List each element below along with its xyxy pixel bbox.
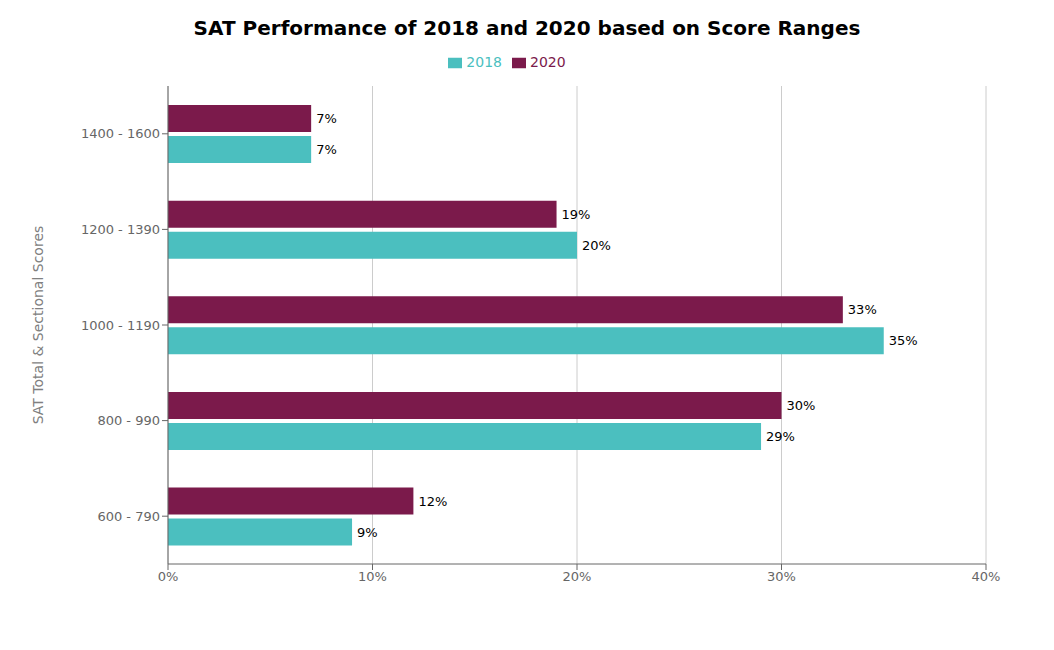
svg-text:9%: 9%: [357, 525, 378, 540]
svg-text:SAT Total & Sectional Scores: SAT Total & Sectional Scores: [30, 226, 46, 425]
html-text:SAT Performance of 2018 and 20: SAT Performance of 2018 and 2020 based o…: [193, 16, 861, 40]
svg-text:19%: 19%: [562, 207, 591, 222]
svg-text:29%: 29%: [766, 429, 795, 444]
svg-text:20%: 20%: [563, 569, 592, 584]
html-text:2018: 2018: [466, 54, 502, 70]
svg-text:1200 - 1390: 1200 - 1390: [81, 222, 160, 237]
svg-text:12%: 12%: [418, 494, 447, 509]
svg-text:7%: 7%: [316, 142, 337, 157]
html-text:2020: 2020: [530, 54, 566, 70]
svg-text:30%: 30%: [787, 398, 816, 413]
svg-text:33%: 33%: [848, 302, 877, 317]
svg-text:7%: 7%: [316, 111, 337, 126]
svg-text:10%: 10%: [358, 569, 387, 584]
svg-text:20%: 20%: [582, 238, 611, 253]
svg-text:1400 - 1600: 1400 - 1600: [81, 126, 160, 141]
svg-text:35%: 35%: [889, 333, 918, 348]
svg-text:1000 - 1190: 1000 - 1190: [81, 318, 160, 333]
svg-text:600 - 790: 600 - 790: [97, 509, 160, 524]
svg-text:30%: 30%: [767, 569, 796, 584]
svg-text:0%: 0%: [158, 569, 179, 584]
svg-text:800 - 990: 800 - 990: [97, 413, 160, 428]
svg-text:40%: 40%: [972, 569, 1001, 584]
